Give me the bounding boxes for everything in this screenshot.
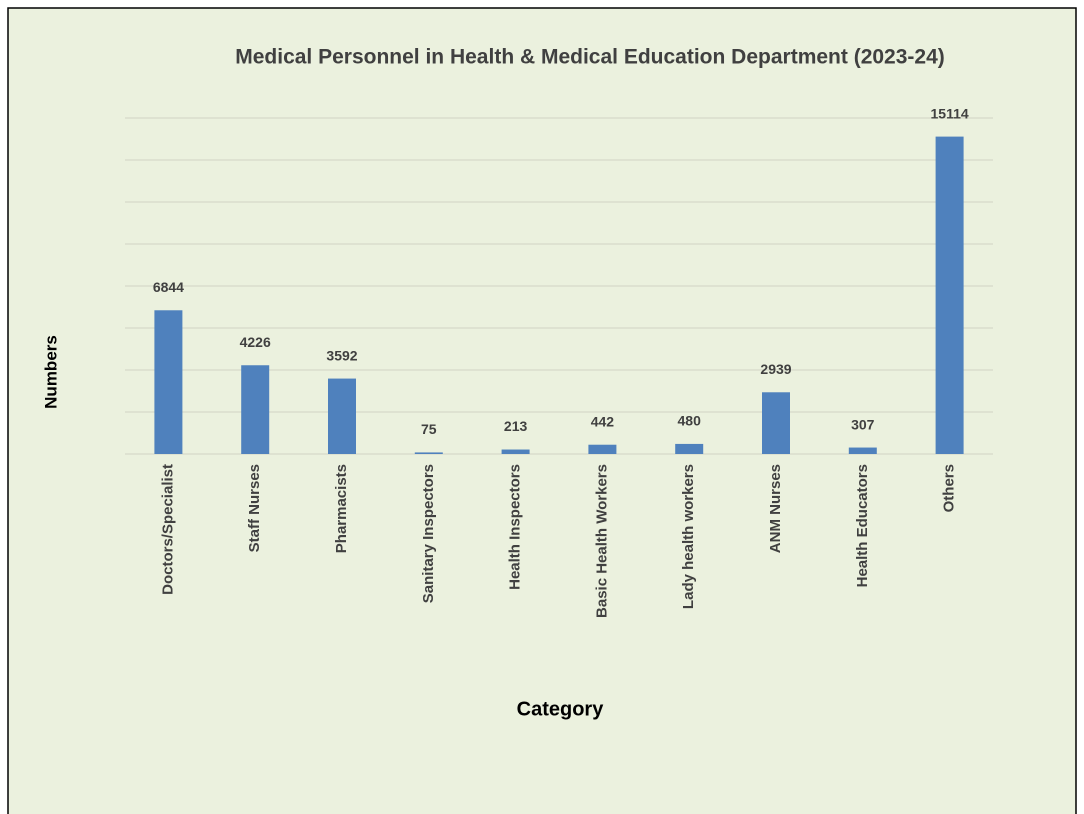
bar — [241, 365, 270, 454]
data-label: 442 — [591, 413, 615, 429]
bar — [501, 449, 530, 454]
x-tick-label: Pharmacists — [333, 464, 350, 553]
bar — [935, 136, 964, 454]
x-tick-label: Health Inspectors — [507, 464, 524, 590]
chart-title: Medical Personnel in Health & Medical Ed… — [235, 46, 945, 69]
bar — [414, 452, 443, 454]
x-tick-label: Sanitary Inspectors — [420, 464, 437, 603]
bar — [675, 443, 704, 454]
data-label: 75 — [421, 421, 437, 437]
data-label: 480 — [678, 413, 702, 429]
x-tick-label: ANM Nurses — [767, 464, 784, 553]
data-label: 4226 — [240, 334, 271, 350]
bar — [588, 444, 617, 454]
data-label: 15114 — [931, 105, 969, 121]
data-label: 307 — [851, 416, 875, 432]
y-axis-label: Numbers — [41, 335, 60, 409]
data-label: 2939 — [760, 361, 791, 377]
x-tick-label: Staff Nurses — [246, 464, 263, 552]
x-tick-label: Doctors/Specialist — [159, 464, 176, 595]
bar — [328, 378, 356, 454]
x-tick-label: Lady health workers — [680, 464, 697, 609]
x-tick-label: Health Educators — [854, 464, 871, 587]
x-axis-label: Category — [517, 698, 605, 720]
bar — [762, 392, 790, 454]
x-tick-label: Basic Health Workers — [593, 464, 610, 618]
chart-frame — [7, 7, 1077, 814]
data-label: 6844 — [153, 279, 184, 295]
data-label: 213 — [504, 418, 528, 434]
data-label: 3592 — [326, 347, 357, 363]
x-tick-label: Others — [941, 464, 958, 512]
bar — [154, 310, 183, 454]
bar — [848, 447, 877, 454]
